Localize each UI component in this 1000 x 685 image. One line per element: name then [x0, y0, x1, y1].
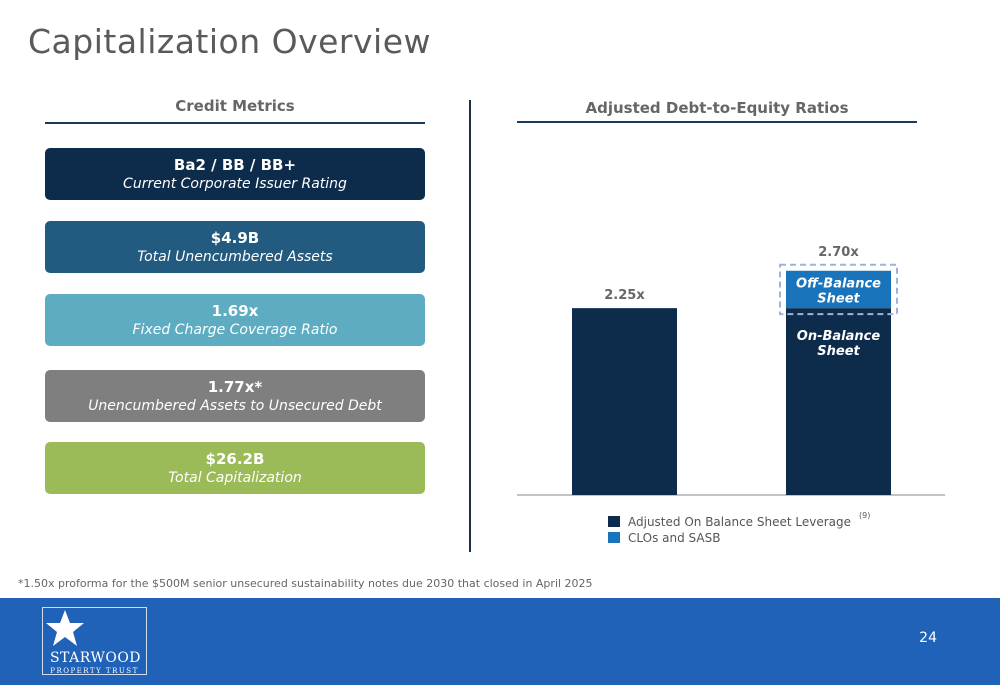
bar-2-segment-2: [786, 270, 891, 309]
logo-wordmark: STARWOOD: [49, 650, 142, 666]
legend-label-2: CLOs and SASB: [628, 531, 720, 545]
metric-card-fixed-charge-coverage: 1.69x Fixed Charge Coverage Ratio: [45, 294, 425, 346]
metric-value: 1.77x*: [207, 378, 263, 396]
logo-subtitle: PROPERTY TRUST: [50, 667, 139, 675]
metric-card-assets-to-unsecured-debt: 1.77x* Unencumbered Assets to Unsecured …: [45, 370, 425, 422]
starwood-logo: STARWOOD: [42, 607, 147, 675]
metric-value: $26.2B: [205, 450, 265, 468]
footnote: *1.50x proforma for the $500M senior uns…: [18, 577, 593, 590]
metric-card-unencumbered-assets: $4.9B Total Unencumbered Assets: [45, 221, 425, 273]
bar-2-segment-label: On-Balance Sheet: [797, 329, 881, 359]
page-title: Capitalization Overview: [28, 22, 431, 61]
bar-1-segment-1: [572, 308, 677, 495]
page-number: 24: [919, 630, 937, 646]
metric-card-issuer-rating: Ba2 / BB / BB+ Current Corporate Issuer …: [45, 148, 425, 200]
metric-label: Total Unencumbered Assets: [137, 249, 333, 265]
metric-value: 1.69x: [211, 302, 259, 320]
section-divider: [469, 100, 471, 552]
bar-2-segment-1: [786, 308, 891, 495]
credit-metrics-heading: Credit Metrics: [175, 97, 295, 115]
footer-bar: STARWOOD PROPERTY TRUST 24: [0, 598, 1000, 685]
credit-metrics-rule: [45, 122, 425, 124]
metric-label: Total Capitalization: [168, 470, 302, 486]
metric-value: $4.9B: [210, 229, 260, 247]
chart-title-rule: [517, 121, 917, 123]
metric-card-total-capitalization: $26.2B Total Capitalization: [45, 442, 425, 494]
legend-swatch-2: [608, 532, 620, 543]
metric-label: Current Corporate Issuer Rating: [123, 176, 347, 192]
bar-2-total-label: 2.70x: [818, 245, 859, 260]
debt-to-equity-chart: 2.25x On-Balance Sheet Off-Balance Sheet 2.70…: [517, 245, 945, 545]
bar-1-total-label: 2.25x: [604, 288, 645, 303]
metric-label: Unencumbered Assets to Unsecured Debt: [88, 398, 382, 414]
metric-label: Fixed Charge Coverage Ratio: [132, 322, 338, 338]
off-balance-highlight-box: [779, 263, 898, 316]
star-icon: [46, 610, 84, 646]
metric-value: Ba2 / BB / BB+: [173, 156, 297, 174]
bar-2-segment-label: Off-Balance Sheet: [796, 276, 881, 306]
legend-label-1: Adjusted On Balance Sheet Leverage: [628, 515, 851, 529]
legend-footnote-ref: (9): [859, 511, 870, 520]
chart-title: Adjusted Debt-to-Equity Ratios: [585, 99, 849, 117]
legend-swatch-1: [608, 516, 620, 527]
